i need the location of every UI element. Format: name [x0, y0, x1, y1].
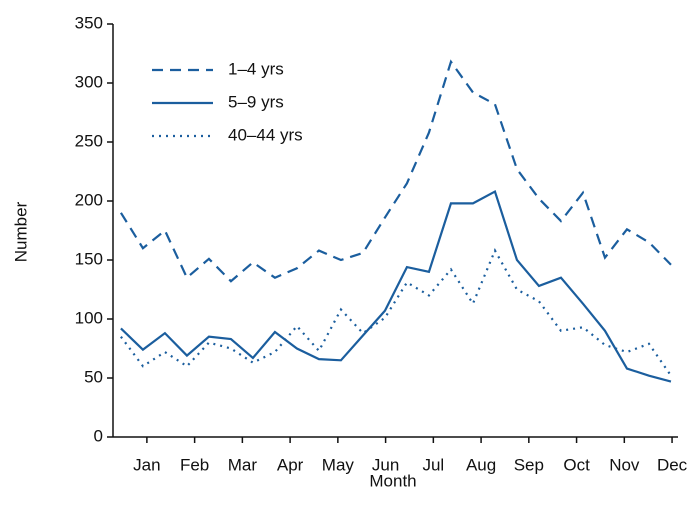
x-tick-label: Jun	[372, 455, 399, 474]
y-tick-label: 150	[75, 249, 103, 268]
legend-label: 1–4 yrs	[228, 59, 284, 78]
legend-label: 5–9 yrs	[228, 92, 284, 111]
y-tick-label: 250	[75, 131, 103, 150]
series-line	[120, 189, 672, 383]
x-tick-label: Sep	[514, 455, 544, 474]
x-tick-label: May	[322, 455, 355, 474]
legend-label: 40–44 yrs	[228, 125, 303, 144]
y-tick-label: 100	[75, 308, 103, 327]
x-tick-label: Dec	[657, 455, 688, 474]
series-line	[120, 248, 672, 377]
x-tick-label: Jul	[422, 455, 444, 474]
x-tick-label: Feb	[180, 455, 209, 474]
x-tick-label: Mar	[228, 455, 258, 474]
y-tick-label: 300	[75, 72, 103, 91]
series-line	[119, 59, 672, 283]
x-tick-label: Aug	[466, 455, 496, 474]
x-axis-title: Month	[369, 471, 416, 490]
x-tick-label: Jan	[133, 455, 160, 474]
y-tick-label: 350	[75, 13, 103, 32]
x-tick-label: Oct	[563, 455, 590, 474]
y-tick-label: 0	[94, 426, 103, 445]
y-tick-label: 50	[84, 367, 103, 386]
x-tick-label: Apr	[277, 455, 304, 474]
y-axis-title: Number	[11, 201, 30, 262]
x-tick-label: Nov	[609, 455, 640, 474]
y-tick-label: 200	[75, 190, 103, 209]
